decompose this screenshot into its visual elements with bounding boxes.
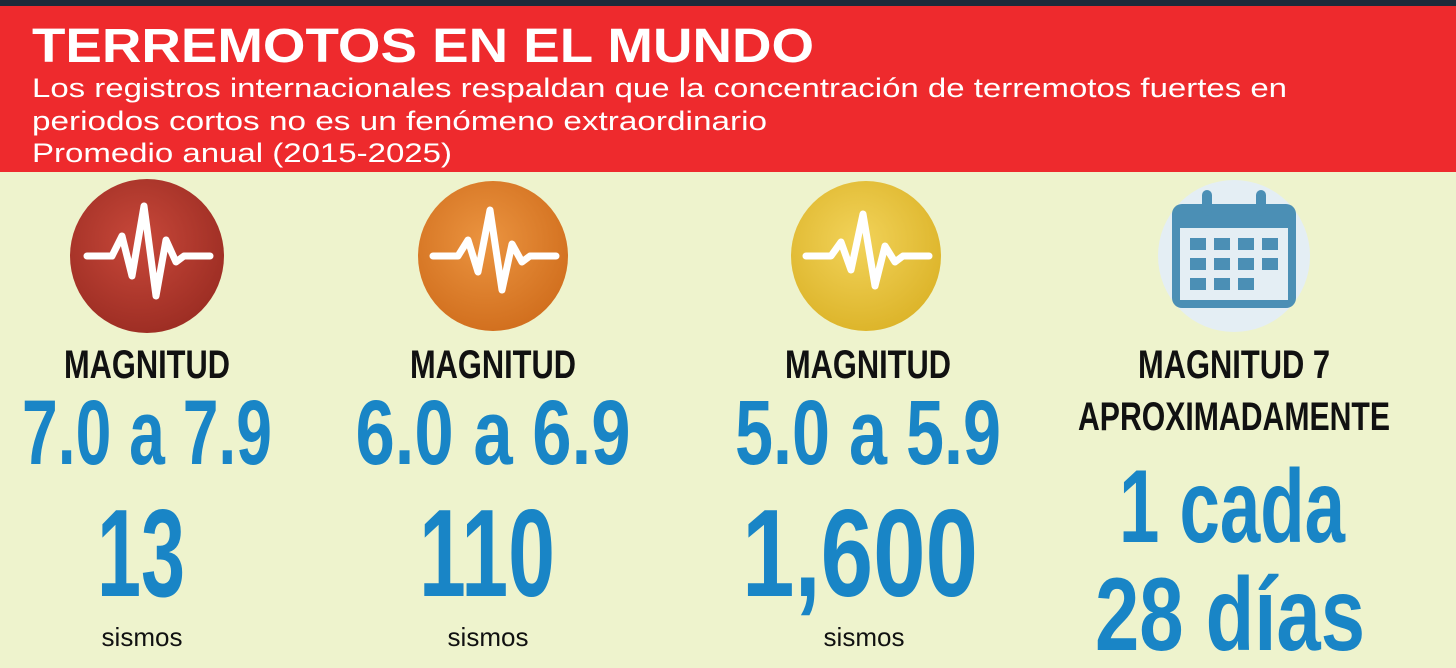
calendar-icon — [1158, 180, 1310, 332]
count: 110 — [419, 485, 555, 623]
magnitude-range: 7.0 a 7.9 — [22, 382, 272, 484]
subtitle: periodos cortos no es un fenómeno extrao… — [32, 106, 767, 136]
seismic-icon — [418, 181, 568, 331]
magnitude-range: 5.0 a 5.9 — [735, 382, 1001, 484]
magnitude-label: MAGNITUD — [64, 343, 230, 387]
header-band — [0, 6, 1456, 172]
count: 13 — [97, 485, 185, 623]
qualifier: APROXIMADAMENTE — [1078, 395, 1390, 439]
title: TERREMOTOS EN EL MUNDO — [32, 20, 814, 73]
seismic-icon — [791, 181, 941, 331]
unit: sismos — [824, 622, 905, 652]
magnitude-label: MAGNITUD — [785, 343, 951, 387]
magnitude-label: MAGNITUD 7 — [1138, 343, 1330, 387]
frequency: 1 cada — [1119, 449, 1346, 565]
seismic-icon — [70, 179, 224, 333]
magnitude-label: MAGNITUD — [410, 343, 576, 387]
subtitle: Los registros internacionales respaldan … — [32, 73, 1287, 103]
unit: sismos — [102, 622, 183, 652]
count: 1,600 — [742, 485, 978, 623]
top-strip — [0, 0, 1456, 6]
period: Promedio anual (2015-2025) — [32, 138, 452, 168]
unit: sismos — [448, 622, 529, 652]
magnitude-range: 6.0 a 6.9 — [356, 382, 631, 484]
frequency: 28 días — [1095, 557, 1365, 668]
